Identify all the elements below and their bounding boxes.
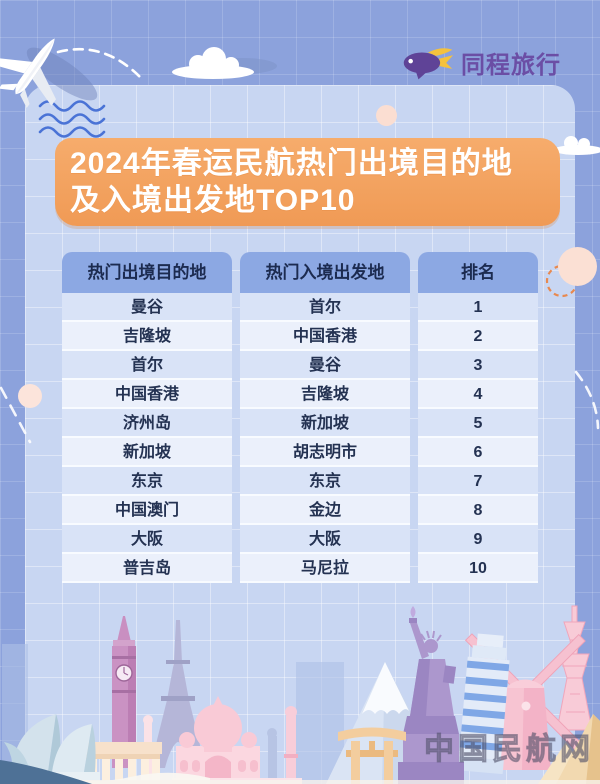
column-header-rank: 排名 — [418, 252, 538, 293]
table-cell: 1 — [418, 293, 538, 322]
table-cell: 中国香港 — [240, 322, 410, 351]
tokyo-tower — [556, 605, 593, 731]
table-cell: 新加坡 — [62, 438, 232, 467]
table-cell: 吉隆坡 — [240, 380, 410, 409]
table-cell: 6 — [418, 438, 538, 467]
dashed-line-right — [574, 370, 600, 430]
table-cell: 3 — [418, 351, 538, 380]
eiffel-tower — [152, 620, 204, 768]
table-cell: 首尔 — [240, 293, 410, 322]
title-line-1: 2024年春运民航热门出境目的地 — [70, 147, 513, 180]
table-cell: 5 — [418, 409, 538, 438]
column-header-outbound: 热门出境目的地 — [62, 252, 232, 293]
landmark-skyline — [0, 605, 600, 784]
brand-logo: 同程旅行 — [402, 44, 561, 80]
column-header-inbound: 热门入境出发地 — [240, 252, 410, 293]
table-cell: 2 — [418, 322, 538, 351]
brand-name: 同程旅行 — [461, 51, 561, 79]
table-cell: 金边 — [240, 496, 410, 525]
table-cell: 中国澳门 — [62, 496, 232, 525]
torii-gate — [338, 727, 406, 784]
table-cell: 10 — [418, 554, 538, 583]
pyramids — [538, 714, 600, 784]
table-cell: 大阪 — [240, 525, 410, 554]
table-cell: 吉隆坡 — [62, 322, 232, 351]
pisa-tower — [454, 633, 510, 775]
table-cell: 普吉岛 — [62, 554, 232, 583]
watermark: 中国民航网 — [424, 733, 594, 767]
table-cell: 马尼拉 — [240, 554, 410, 583]
table-cell: 曼谷 — [62, 293, 232, 322]
peach-circle-left — [18, 384, 42, 408]
table-cell: 济州岛 — [62, 409, 232, 438]
peach-circle-right — [558, 247, 597, 286]
table-cell: 曼谷 — [240, 351, 410, 380]
statue-of-liberty — [398, 606, 464, 784]
table-cell: 7 — [418, 467, 538, 496]
table-cell: 中国香港 — [62, 380, 232, 409]
airplane-body — [0, 38, 57, 109]
table-cell: 东京 — [240, 467, 410, 496]
pink-circle-top — [376, 105, 397, 126]
ground-wave-dark — [0, 760, 92, 784]
table-cell: 新加坡 — [240, 409, 410, 438]
table-cell: 4 — [418, 380, 538, 409]
table-cell: 9 — [418, 525, 538, 554]
table-cell: 胡志明市 — [240, 438, 410, 467]
parthenon — [84, 742, 162, 784]
table-cell: 大阪 — [62, 525, 232, 554]
ranking-table: 热门出境目的地 热门入境出发地 排名 曼谷 首尔 1 吉隆坡 中国香港 2 首尔 曼谷 3 中国香… — [62, 252, 538, 583]
table-cell: 首尔 — [62, 351, 232, 380]
airplane — [0, 22, 170, 132]
ground-strip — [0, 780, 600, 784]
cloud-big — [172, 47, 277, 79]
table-cell: 东京 — [62, 467, 232, 496]
whale-blimp-icon — [403, 48, 454, 80]
table-cell: 8 — [418, 496, 538, 525]
title-line-2: 及入境出发地TOP10 — [70, 184, 356, 217]
title-banner: 2024年春运民航热门出境目的地 及入境出发地TOP10 — [55, 138, 560, 226]
